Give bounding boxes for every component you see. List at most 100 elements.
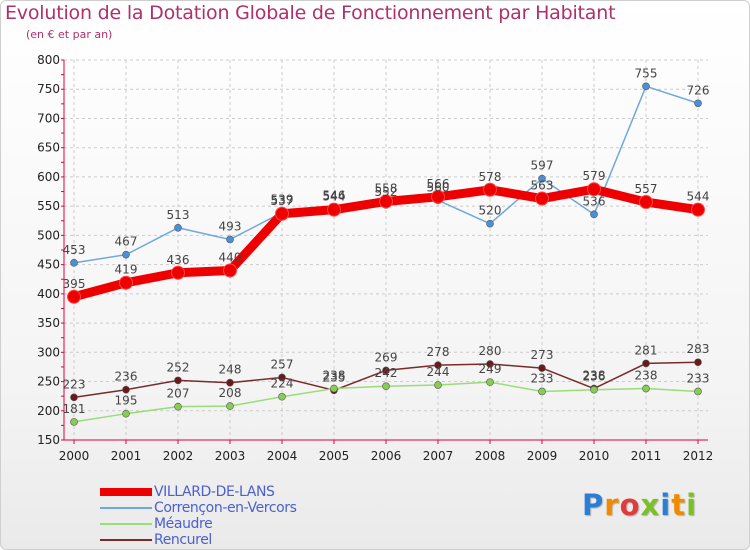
data-point-2 [486,378,494,386]
data-label: 269 [375,350,398,364]
legend-swatch-rencurel [100,539,152,541]
data-point-0 [483,182,497,197]
x-tick-label: 2010 [579,449,610,463]
data-point-0 [535,191,549,206]
y-tick-label: 350 [37,316,60,330]
data-label: 563 [531,179,554,193]
data-point-2 [434,381,442,389]
data-point-0 [587,182,601,197]
legend-item-meaudre: Méaudre [100,516,360,532]
y-tick-label: 800 [37,53,60,67]
logo-letter: o [619,488,641,522]
data-point-3 [122,385,130,394]
data-point-0 [223,263,237,278]
data-point-0 [171,265,185,280]
x-tick-label: 2009 [527,449,558,463]
data-point-2 [330,384,338,393]
data-label: 546 [323,188,346,202]
data-point-3 [278,373,286,382]
y-tick-label: 250 [37,375,60,389]
data-label: 539 [271,193,294,207]
legend-label-correncon: Corrençon-en-Vercors [154,500,297,516]
proxiti-logo: Proxiti [582,488,697,522]
data-point-0 [639,195,653,210]
legend-item-correncon: Corrençon-en-Vercors [100,500,360,516]
x-tick-label: 2000 [59,449,90,463]
data-label: 249 [479,362,502,376]
data-label: 224 [271,377,294,391]
logo-letter: P [582,488,605,522]
data-label: 560 [427,180,450,194]
legend-label-rencurel: Rencurel [154,532,212,548]
data-label: 273 [531,348,554,362]
logo-letter: r [604,488,620,522]
x-tick-label: 2005 [319,449,350,463]
data-label: 493 [219,219,242,233]
y-tick-label: 750 [37,82,60,96]
data-label: 283 [687,342,710,356]
legend-item-villard: VILLARD-DE-LANS [100,484,360,500]
data-label: 281 [635,343,658,357]
data-label: 238 [583,369,606,383]
data-point-3 [226,378,234,387]
data-label: 236 [115,370,138,384]
data-point-3 [538,364,546,372]
chart-subtitle: (en € et par an) [26,28,113,41]
grid-lines [64,59,708,441]
data-point-0 [275,206,289,221]
axes: 150 200 250 300 350 400 450 500 550 600 650 700 750 8… [37,53,713,463]
legend-swatch-meaudre [100,523,152,525]
data-point-3 [486,360,494,368]
y-tick-label: 600 [37,170,60,184]
data-point-1 [642,82,650,91]
data-point-2 [278,392,286,401]
data-label: 566 [427,177,450,191]
data-point-1 [174,223,182,232]
data-point-3 [174,376,182,385]
data-label: 244 [427,365,450,379]
data-label: 233 [687,371,710,385]
y-tick-label: 200 [37,404,60,418]
data-label: 578 [479,170,502,184]
data-labels: 395 419 436 440 537 544 558 566 578 563 579 557 544 4… [63,66,710,416]
x-tick-label: 2002 [163,449,194,463]
data-label: 208 [219,386,242,400]
data-label: 436 [167,253,190,267]
data-label: 579 [583,169,606,183]
data-point-1 [70,259,78,267]
data-point-2 [590,385,598,394]
data-point-3 [434,361,442,369]
data-point-1 [486,219,494,228]
data-label: 597 [531,159,554,173]
x-tick-label: 2011 [631,449,662,463]
logo-letter: x [640,488,661,522]
data-point-2 [538,387,546,396]
data-label: 278 [427,345,450,359]
data-point-3 [70,393,78,402]
data-label: 181 [63,402,86,416]
data-label: 395 [63,277,86,291]
data-label: 520 [479,204,502,218]
data-label: 544 [687,190,710,204]
data-point-3 [642,359,650,368]
data-label: 207 [167,387,190,401]
data-point-1 [226,235,234,244]
data-label: 536 [583,194,606,208]
data-label: 238 [635,369,658,383]
data-label: 248 [219,363,242,377]
data-label: 552 [375,185,398,199]
legend-label-meaudre: Méaudre [154,516,213,532]
logo-letter: i [686,488,698,522]
data-point-0 [327,202,341,217]
y-tick-label: 300 [37,345,60,359]
legend-item-rencurel: Rencurel [100,532,360,548]
logo-letter: i [660,488,672,522]
data-point-0 [691,202,705,217]
data-label: 726 [687,83,710,97]
data-point-2 [694,387,702,396]
data-label: 236 [583,370,606,384]
data-point-2 [174,402,182,411]
data-label: 235 [323,370,346,384]
data-label: 440 [219,250,242,264]
